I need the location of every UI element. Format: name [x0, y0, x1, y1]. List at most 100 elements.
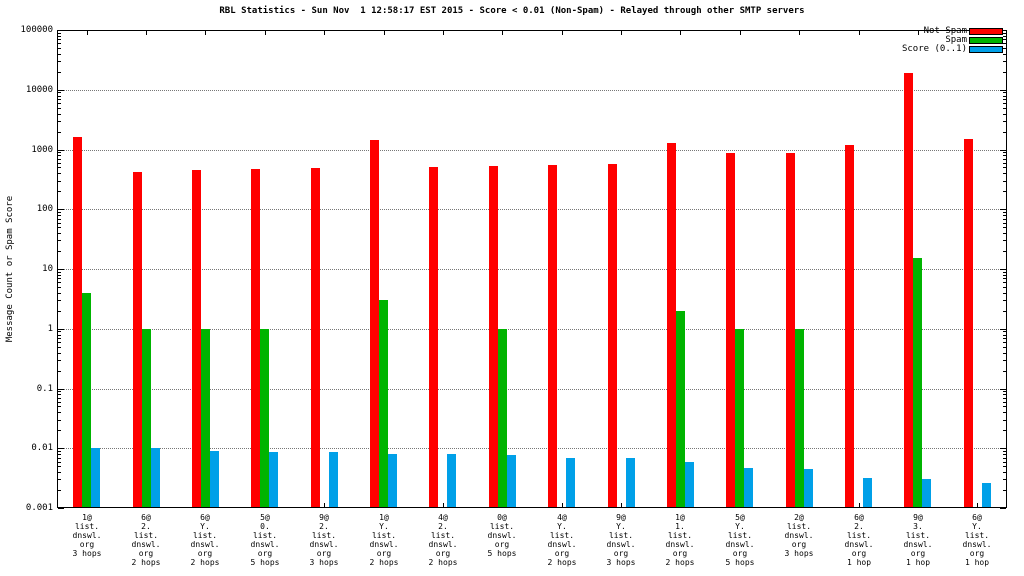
legend-swatch	[969, 46, 1003, 53]
x-tick	[384, 31, 385, 35]
chart-title: RBL Statistics - Sun Nov 1 12:58:17 EST …	[219, 6, 805, 16]
y-minor-tick	[1003, 163, 1006, 164]
x-tick	[918, 31, 919, 35]
y-minor-tick	[58, 430, 61, 431]
x-tick	[621, 31, 622, 35]
y-minor-tick	[58, 371, 61, 372]
y-major-tick	[1000, 90, 1006, 91]
legend-swatch	[969, 28, 1003, 35]
y-tick-label: 10	[42, 264, 53, 274]
gridline	[57, 90, 1007, 91]
y-minor-tick	[1003, 394, 1006, 395]
y-minor-tick	[1003, 219, 1006, 220]
y-minor-tick	[58, 360, 61, 361]
y-minor-tick	[1003, 159, 1006, 160]
y-minor-tick	[58, 163, 61, 164]
bar-not-spam	[73, 137, 82, 508]
y-minor-tick	[1003, 152, 1006, 153]
y-minor-tick	[1003, 33, 1006, 34]
bar-score-0-1-	[507, 455, 516, 508]
bar-not-spam	[608, 164, 617, 508]
bar-not-spam	[192, 170, 201, 508]
y-minor-tick	[1003, 300, 1006, 301]
y-major-tick	[1000, 508, 1006, 509]
y-minor-tick	[58, 278, 61, 279]
y-tick-label: 0.01	[31, 443, 53, 453]
y-minor-tick	[58, 215, 61, 216]
y-minor-tick	[1003, 391, 1006, 392]
y-minor-tick	[58, 233, 61, 234]
y-minor-tick	[58, 54, 61, 55]
y-minor-tick	[58, 338, 61, 339]
y-major-tick	[58, 389, 64, 390]
legend-label: Not Spam	[923, 26, 967, 36]
y-minor-tick	[1003, 311, 1006, 312]
x-axis-category-label: 4@ Y. list. dnswl. org 2 hops	[547, 513, 577, 567]
x-axis-category-label: 6@ Y. list. dnswl. org 1 hop	[962, 513, 992, 567]
y-minor-tick	[1003, 173, 1006, 174]
y-minor-tick	[1003, 61, 1006, 62]
y-minor-tick	[1003, 282, 1006, 283]
y-minor-tick	[58, 275, 61, 276]
x-axis-category-label: 4@ 2. list. dnswl. org 2 hops	[428, 513, 458, 567]
y-minor-tick	[1003, 191, 1006, 192]
y-minor-tick	[1003, 251, 1006, 252]
y-minor-tick	[1003, 275, 1006, 276]
y-major-tick	[58, 209, 64, 210]
y-minor-tick	[58, 61, 61, 62]
bar-score-0-1-	[804, 469, 813, 508]
bar-not-spam	[667, 143, 676, 508]
y-minor-tick	[58, 223, 61, 224]
bar-score-0-1-	[626, 458, 635, 508]
x-tick	[859, 31, 860, 35]
legend-entry: Not Spam	[827, 26, 1007, 36]
bar-score-0-1-	[685, 462, 694, 508]
legend-label: Score (0..1)	[901, 44, 967, 54]
x-tick	[859, 503, 860, 507]
x-tick	[324, 31, 325, 35]
x-axis-category-label: 1@ Y. list. dnswl. org 2 hops	[369, 513, 399, 567]
gridline	[57, 150, 1007, 151]
plot-border	[57, 30, 1007, 508]
x-tick	[680, 31, 681, 35]
y-minor-tick	[58, 99, 61, 100]
bar-score-0-1-	[982, 483, 991, 508]
y-tick-label: 0.001	[25, 503, 53, 513]
y-minor-tick	[58, 121, 61, 122]
legend-swatch	[969, 37, 1003, 44]
y-minor-tick	[58, 462, 61, 463]
y-minor-tick	[58, 394, 61, 395]
y-minor-tick	[1003, 462, 1006, 463]
y-minor-tick	[58, 398, 61, 399]
x-axis-category-label: 5@ 0. list. dnswl. org 5 hops	[250, 513, 280, 567]
x-tick	[443, 31, 444, 35]
y-minor-tick	[58, 108, 61, 109]
bar-score-0-1-	[91, 448, 100, 508]
y-minor-tick	[1003, 472, 1006, 473]
y-minor-tick	[58, 466, 61, 467]
y-minor-tick	[1003, 490, 1006, 491]
gridline	[57, 269, 1007, 270]
y-minor-tick	[1003, 233, 1006, 234]
y-minor-tick	[58, 173, 61, 174]
x-axis-category-label: 6@ Y. list. dnswl. org 2 hops	[190, 513, 220, 567]
bar-not-spam	[548, 165, 557, 508]
y-minor-tick	[1003, 353, 1006, 354]
y-minor-tick	[58, 490, 61, 491]
y-minor-tick	[1003, 338, 1006, 339]
y-minor-tick	[1003, 212, 1006, 213]
x-axis-category-label: 1@ list. dnswl. org 3 hops	[72, 513, 102, 558]
y-minor-tick	[1003, 293, 1006, 294]
bar-score-0-1-	[269, 452, 278, 508]
y-major-tick	[58, 508, 64, 509]
y-minor-tick	[58, 342, 61, 343]
y-tick-label: 0.1	[36, 384, 53, 394]
bar-spam	[82, 293, 91, 508]
bar-spam	[142, 329, 151, 508]
x-axis-category-label: 5@ Y. list. dnswl. org 5 hops	[725, 513, 755, 567]
y-minor-tick	[1003, 479, 1006, 480]
y-major-tick	[1000, 448, 1006, 449]
bar-not-spam	[845, 145, 854, 508]
x-tick	[621, 503, 622, 507]
bar-score-0-1-	[329, 452, 338, 508]
